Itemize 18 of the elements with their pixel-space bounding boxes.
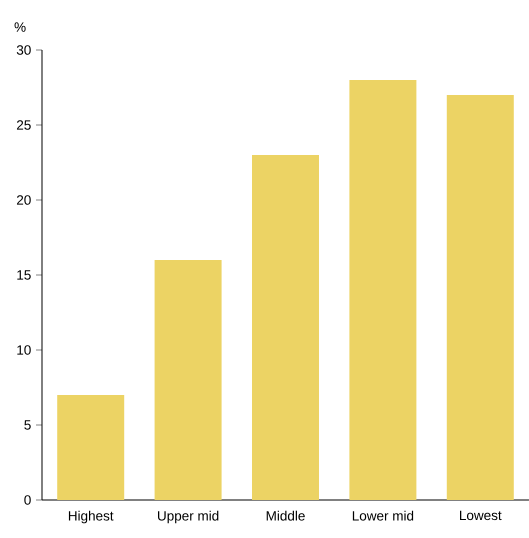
y-tick-label: 15 (17, 270, 31, 280)
y-tick-label: 0 (24, 495, 31, 505)
y-tick-label: 10 (17, 345, 31, 355)
x-tick-label: Lowest (460, 510, 502, 520)
bar (349, 80, 416, 500)
x-tick-label: Highest (68, 510, 114, 524)
x-tick-label: Lower mid (352, 510, 414, 521)
y-axis-title: % (14, 22, 26, 32)
x-tick-label: Middle (266, 510, 305, 521)
bar (57, 394, 124, 500)
bar (252, 155, 319, 500)
bar (446, 95, 514, 500)
y-tick-label: 25 (16, 120, 31, 130)
y-tick-label: 30 (16, 45, 31, 55)
x-tick-label: Upper mid (158, 510, 218, 524)
y-tick-label: 20 (16, 195, 31, 205)
bar (154, 260, 222, 500)
y-tick-label: 5 (24, 420, 31, 430)
